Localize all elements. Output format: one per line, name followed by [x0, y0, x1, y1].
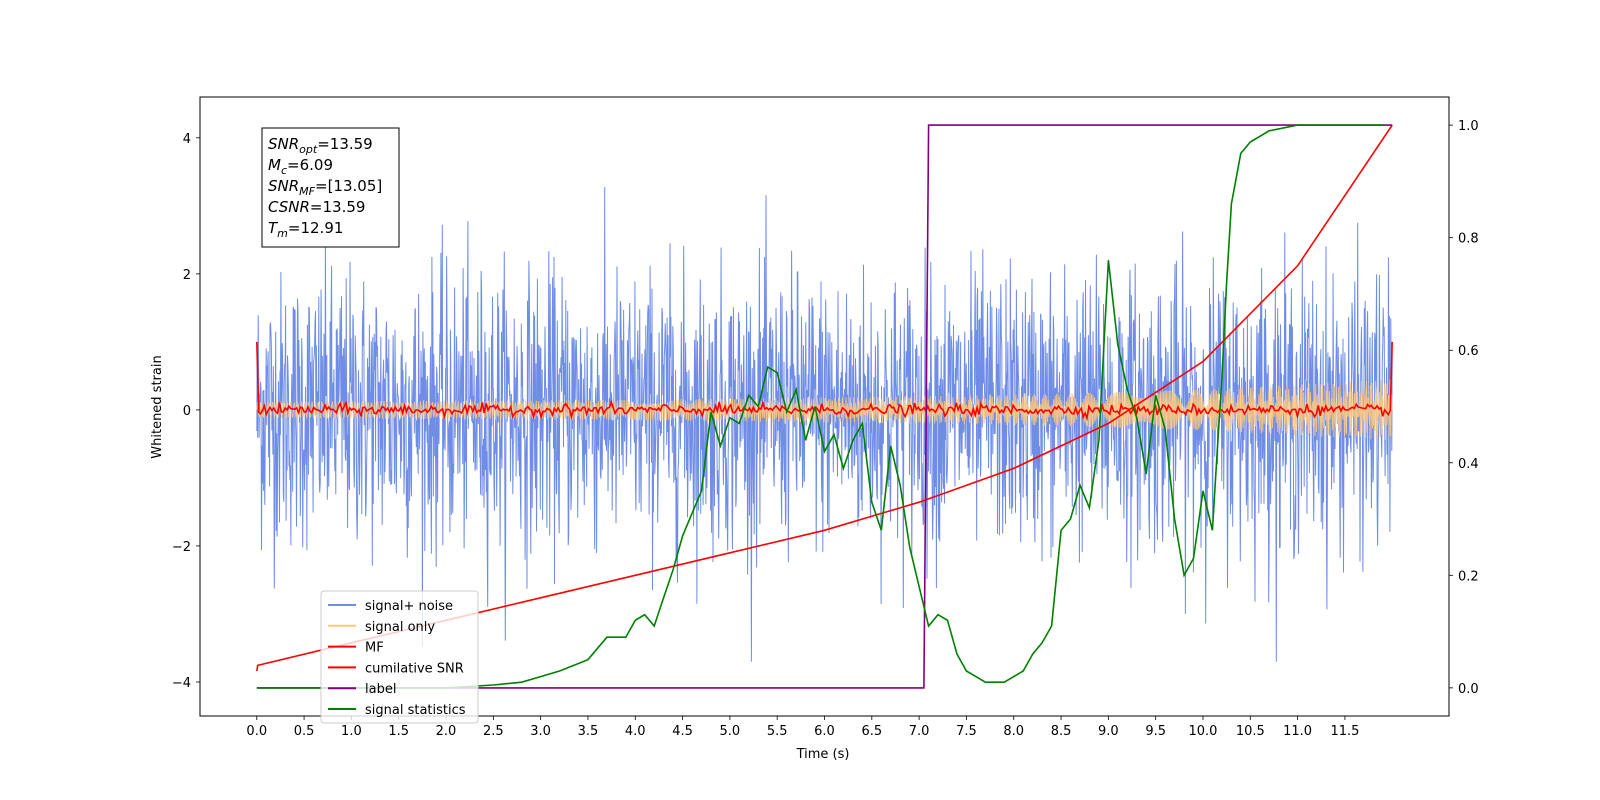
x-tick-label: 10.0 — [1189, 724, 1218, 739]
x-tick-label: 10.5 — [1236, 724, 1265, 739]
series-mf — [256, 341, 1393, 422]
x-axis-ticks: 0.0 0.5 1.0 1.5 2.0 2.5 3.0 3.5 4.0 4.5 5.0 5.5 6.0 6… — [246, 716, 1359, 739]
x-tick-label: 9.0 — [1098, 724, 1119, 739]
annotation-frame — [261, 127, 400, 248]
annotation-line: SNRopt=13.59 — [268, 135, 373, 156]
x-tick-label: 4.5 — [672, 724, 693, 739]
series-signal-plus-noise — [256, 187, 1393, 662]
x-tick-label: 2.5 — [483, 724, 504, 739]
x-tick-label: 3.0 — [530, 724, 551, 739]
x-tick-label: 7.5 — [956, 724, 977, 739]
y-tick-label: 2 — [183, 268, 191, 283]
x-tick-label: 4.0 — [625, 724, 646, 739]
right-y-tick-label: 0.0 — [1458, 682, 1479, 697]
y-tick-label: −2 — [172, 540, 191, 555]
series-signal-statistics — [256, 124, 1383, 689]
x-tick-label: 3.5 — [578, 724, 599, 739]
right-y-tick-label: 0.8 — [1458, 232, 1479, 247]
legend-label: label — [365, 682, 396, 697]
annotation-box: SNRopt=13.59Mc=6.09SNRMF=[13.05]CSNR=13.… — [261, 127, 400, 248]
x-axis-label: Time (s) — [796, 747, 850, 762]
x-tick-label: 7.0 — [909, 724, 930, 739]
x-tick-label: 5.5 — [767, 724, 788, 739]
x-tick-label: 8.5 — [1051, 724, 1072, 739]
x-tick-label: 5.0 — [720, 724, 741, 739]
legend-frame — [320, 590, 479, 724]
y-tick-label: 4 — [183, 132, 191, 147]
annotation-line: SNRMF=[13.05] — [268, 177, 382, 198]
y-axis-label: Whitened strain — [150, 355, 165, 458]
legend-label: cumilative SNR — [365, 661, 464, 676]
x-tick-label: 2.0 — [436, 724, 457, 739]
legend-label: signal only — [365, 620, 435, 635]
right-y-tick-label: 0.4 — [1458, 457, 1479, 472]
y-axis-ticks: −4 −2 0 2 4 — [172, 132, 200, 691]
x-tick-label: 6.5 — [861, 724, 882, 739]
legend-label: signal statistics — [365, 703, 466, 718]
annotation-line: Mc=6.09 — [268, 156, 333, 177]
annotation-line: Tm=12.91 — [268, 219, 343, 240]
x-tick-label: 1.5 — [388, 724, 409, 739]
x-tick-label: 0.0 — [246, 724, 267, 739]
right-y-tick-label: 1.0 — [1458, 119, 1479, 134]
x-tick-label: 11.0 — [1283, 724, 1312, 739]
y-tick-label: −4 — [172, 676, 191, 691]
x-tick-label: 8.0 — [1003, 724, 1024, 739]
annotation-line: CSNR=13.59 — [268, 198, 365, 216]
y-tick-label: 0 — [183, 404, 191, 419]
x-tick-label: 11.5 — [1330, 724, 1359, 739]
right-y-tick-label: 0.6 — [1458, 344, 1479, 359]
x-tick-label: 1.0 — [341, 724, 362, 739]
legend: signal+ noise signal only MF cumilative SNR… — [320, 590, 479, 724]
x-tick-label: 9.5 — [1145, 724, 1166, 739]
x-tick-label: 6.0 — [814, 724, 835, 739]
legend-label: MF — [365, 641, 384, 656]
x-tick-label: 0.5 — [294, 724, 315, 739]
right-y-axis-ticks: 0.0 0.2 0.4 0.6 0.8 1.0 — [1449, 119, 1479, 697]
series-label — [256, 124, 1393, 689]
right-y-tick-label: 0.2 — [1458, 569, 1479, 584]
legend-label: signal+ noise — [365, 599, 453, 614]
